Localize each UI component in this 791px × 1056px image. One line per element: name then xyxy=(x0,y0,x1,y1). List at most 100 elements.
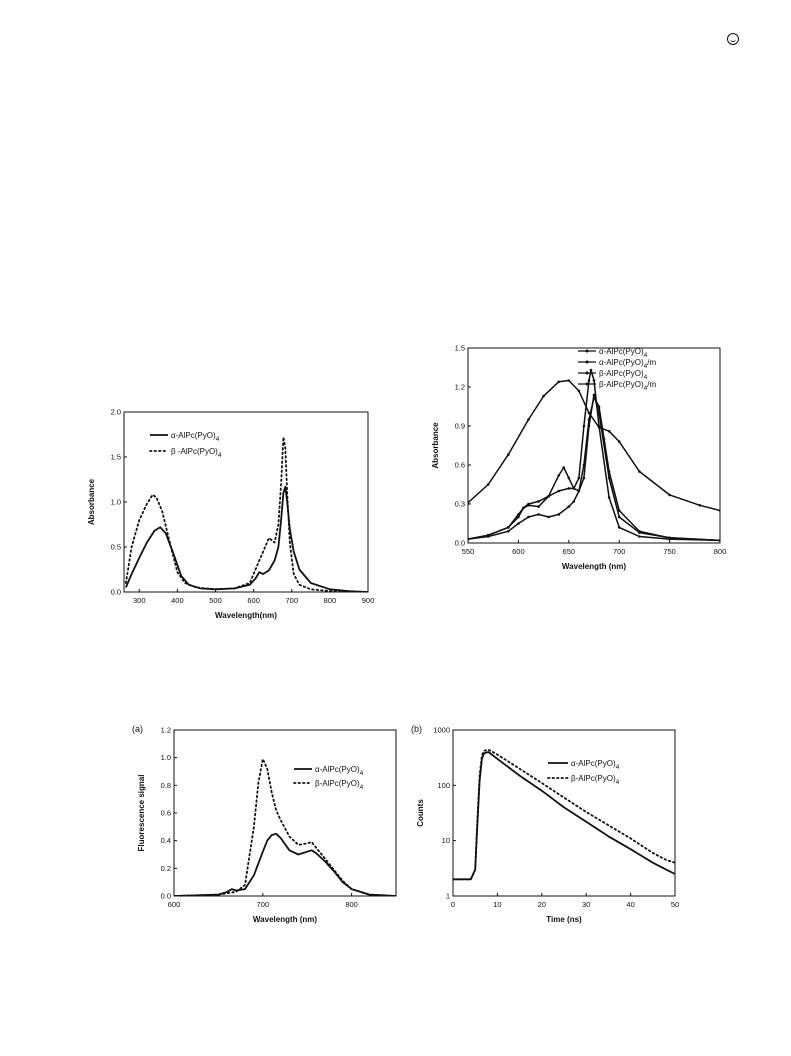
abs2-series-3-point-3 xyxy=(527,418,530,421)
fluor-series-0-line xyxy=(174,832,396,896)
abs2-series-0-point-6 xyxy=(537,505,540,508)
abs1-legend-label-0: α-AlPc(PyO)4 xyxy=(171,431,220,443)
fluor-ytick-label-5: 1.0 xyxy=(161,753,171,762)
decay-series-1-line xyxy=(453,748,675,881)
abs2-series-1-point-10 xyxy=(572,487,576,490)
decay-ytick-label-3: 1000 xyxy=(433,726,450,735)
abs2-series-3-point-7 xyxy=(577,389,581,393)
abs2-plot-frame xyxy=(467,347,721,544)
abs2-series-0-point-9 xyxy=(562,466,566,469)
abs2-y-axis-label: Absorbance xyxy=(431,422,440,469)
abs2-legend-label-3-sub: 4 xyxy=(644,385,648,392)
fluor-plot-frame xyxy=(173,729,397,897)
abs2-series-2-point-2 xyxy=(507,530,510,533)
absorbance-chart-1: 300 400 500 600 700 800 900 0.0 0.5 1.0 1.5 2.0 Wave… xyxy=(80,400,380,630)
abs2-series-0-point-18 xyxy=(617,515,621,519)
abs2-series-3-point-12 xyxy=(638,470,641,473)
abs2-series-3-line xyxy=(468,379,720,512)
decay-y-axis-label: Counts xyxy=(416,799,425,827)
abs2-series-1-point-15 xyxy=(592,379,596,382)
fluorescence-chart-svg: 600 700 800 0.0 0.2 0.4 0.6 0.8 1.0 1.2 Wavelength… xyxy=(132,724,397,924)
abs2-series-2-point-1 xyxy=(486,535,490,538)
abs2-series-2-point-14 xyxy=(597,405,601,408)
abs2-series-2-point-17 xyxy=(617,509,621,512)
fluor-xtick-label-1: 700 xyxy=(257,900,270,909)
abs2-series-3-point-14 xyxy=(698,504,702,507)
fluor-ytick-label-0: 0.0 xyxy=(161,892,171,901)
abs2-xtick-label-3: 700 xyxy=(613,547,626,556)
abs2-ytick-label-5: 1.5 xyxy=(455,344,465,353)
abs2-series-3-point-11 xyxy=(617,440,621,443)
abs2-series-3-point-2 xyxy=(507,453,510,456)
fluor-xtick-label-0: 600 xyxy=(168,900,181,909)
decay-legend-label-1: β-AlPc(PyO)4 xyxy=(571,774,620,786)
abs2-series-2-point-10 xyxy=(577,489,581,493)
abs2-legend-suffix-1: /m xyxy=(647,358,656,367)
abs2-series-2-point-19 xyxy=(668,536,671,540)
abs1-xtick-label-2: 500 xyxy=(209,596,222,605)
abs2-series-2-point-5 xyxy=(537,513,540,516)
decay-ytick-label-2: 100 xyxy=(437,781,450,790)
decay-legend-label-0-sub: 4 xyxy=(616,764,620,771)
abs2-series-3-point-10 xyxy=(607,429,611,433)
abs2-series-3-point-9 xyxy=(597,426,601,429)
fluor-ytick-label-4: 0.8 xyxy=(161,781,171,790)
decay-ytick-label-0: 1 xyxy=(446,892,450,901)
fluor-x-axis-label: Wavelength (nm) xyxy=(253,915,317,924)
abs2-series-0-point-15 xyxy=(592,393,596,397)
abs2-series-3-point-6 xyxy=(567,379,571,382)
decay-xtick-label-3: 30 xyxy=(582,900,590,909)
abs2-series-2-point-4 xyxy=(527,515,530,519)
abs2-series-1-point-17 xyxy=(607,496,611,499)
abs2-series-2-point-7 xyxy=(557,513,561,516)
abs2-xtick-label-5: 800 xyxy=(714,547,727,556)
abs2-series-1-point-7 xyxy=(547,494,550,498)
abs2-ytick-label-2: 0.6 xyxy=(455,461,465,470)
abs1-series-0-line xyxy=(125,485,368,592)
abs2-series-2-point-13 xyxy=(592,396,596,399)
abs2-series-0-point-13 xyxy=(582,476,586,480)
abs1-xtick-label-4: 700 xyxy=(285,596,298,605)
abs2-series-1-point-18 xyxy=(617,526,621,529)
abs2-series-0-point-10 xyxy=(567,476,571,480)
absorbance-chart-1-svg: 300 400 500 600 700 800 900 0.0 0.5 1.0 1.5 2.0 Wave… xyxy=(87,408,374,621)
abs2-series-1-point-6 xyxy=(537,500,540,503)
abs2-series-1-point-12 xyxy=(582,424,586,428)
abs2-series-3-point-4 xyxy=(542,394,545,398)
abs1-xtick-label-0: 300 xyxy=(133,596,146,605)
abs2-legend-label-2-sub: 4 xyxy=(644,374,648,381)
abs2-ytick-label-4: 1.2 xyxy=(455,383,465,392)
abs2-series-0-point-17 xyxy=(607,476,611,480)
decay-xtick-label-2: 20 xyxy=(538,900,546,909)
abs2-series-1-point-13 xyxy=(587,379,591,382)
abs2-series-0-line xyxy=(468,394,720,542)
decay-legend-label-0: α-AlPc(PyO)4 xyxy=(571,759,620,771)
absorbance-chart-2-svg: 550 600 650 700 750 800 0.0 0.3 0.6 0.9 1.2 1.5 Wave… xyxy=(431,344,727,572)
abs2-series-2-point-8 xyxy=(567,505,571,508)
abs2-series-3-point-8 xyxy=(587,411,591,415)
fluor-legend-label-1-sub: 4 xyxy=(360,784,364,791)
fluor-ytick-label-6: 1.2 xyxy=(161,726,171,735)
abs1-plot-frame xyxy=(123,411,369,593)
abs1-ytick-label-4: 2.0 xyxy=(111,408,121,417)
decay-panel-label: (b) xyxy=(411,724,422,734)
abs1-x-axis-label: Wavelength(nm) xyxy=(215,611,277,620)
abs2-xtick-label-4: 750 xyxy=(663,547,676,556)
fluor-legend-label-0: α-AlPc(PyO)4 xyxy=(315,765,364,777)
abs2-legend-marker-0 xyxy=(585,349,589,353)
abs2-xtick-label-1: 600 xyxy=(512,547,525,556)
abs2-series-0-point-8 xyxy=(557,474,561,477)
abs2-series-2-point-9 xyxy=(572,500,576,503)
abs2-ytick-label-3: 0.9 xyxy=(455,422,465,431)
abs2-series-3-point-13 xyxy=(668,493,671,497)
circle-logo-icon xyxy=(727,33,739,45)
fluor-panel-label: (a) xyxy=(132,724,143,734)
abs2-series-1-point-19 xyxy=(638,535,641,538)
abs1-legend-label-0-sub: 4 xyxy=(216,436,220,443)
decay-x-axis-label: Time (ns) xyxy=(546,915,582,924)
abs1-ytick-label-2: 1.0 xyxy=(111,498,121,507)
fluor-y-axis-label: Fluorescence signal xyxy=(137,775,146,852)
abs2-series-2-point-6 xyxy=(547,515,550,519)
abs2-series-2-point-12 xyxy=(587,418,591,421)
absorbance-chart-2: 550 600 650 700 750 800 0.0 0.3 0.6 0.9 1.2 1.5 Wave… xyxy=(430,338,730,572)
